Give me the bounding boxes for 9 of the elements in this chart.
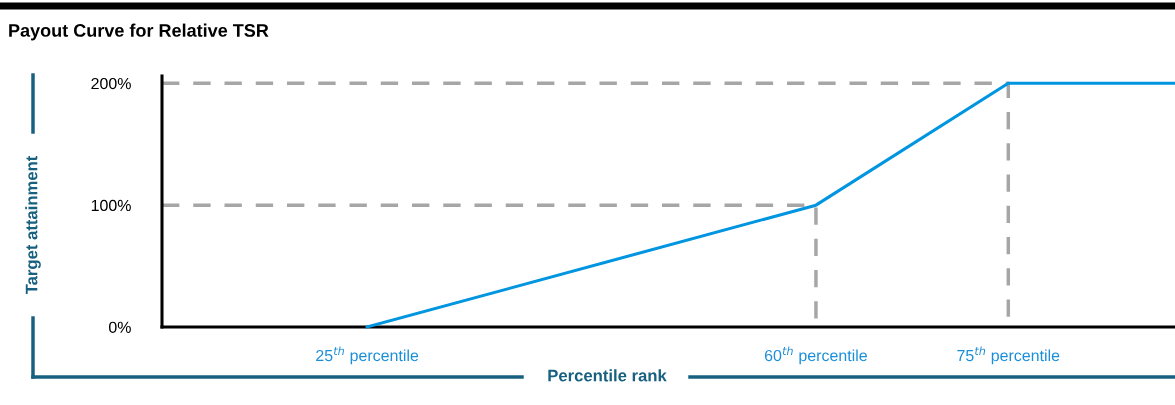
x-tick-label: 60$^{th}$ percentile: [764, 346, 867, 365]
y-tick-label: 200%: [91, 77, 131, 90]
chart-title: Payout Curve for Relative TSR: [9, 23, 269, 41]
x-tick-label: 75$^{th}$ percentile: [957, 346, 1060, 365]
x-axis-title: Percentile rank: [548, 369, 667, 382]
x-tick-label: 25$^{th}$ percentile: [316, 346, 419, 365]
y-tick-label: 0%: [108, 321, 131, 333]
y-axis-title: Target attainment: [25, 155, 41, 295]
y-tick-label: 100%: [91, 199, 131, 212]
